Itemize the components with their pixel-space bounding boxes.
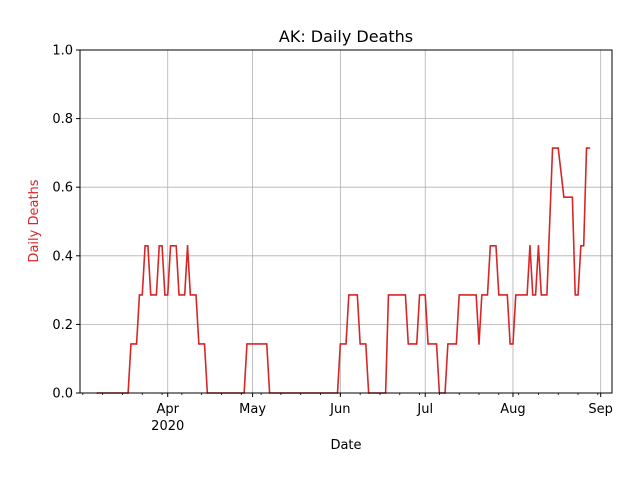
data-point <box>498 294 500 296</box>
y-tick-label: 0.4 <box>52 249 73 264</box>
y-axis-ticks: 0.0 0.2 0.4 0.6 0.8 1.0 <box>52 44 80 402</box>
x-axis-label: Date <box>330 438 361 453</box>
data-point <box>582 245 585 247</box>
y-tick-label: 0.8 <box>52 112 73 127</box>
chart-title: AK: Daily Deaths <box>279 27 413 46</box>
x-tick-label: Aug <box>500 402 525 417</box>
data-point <box>186 245 189 247</box>
data-point <box>534 294 537 296</box>
data-point <box>404 294 407 296</box>
data-point <box>135 343 138 345</box>
data-point <box>537 245 540 247</box>
data-point <box>203 343 206 345</box>
data-point <box>571 196 574 198</box>
data-point <box>489 245 492 247</box>
data-point <box>563 196 565 198</box>
data-point <box>164 294 166 296</box>
data-point <box>169 245 172 247</box>
data-point <box>359 343 361 345</box>
data-point <box>161 245 163 247</box>
data-point <box>546 294 548 296</box>
data-point <box>506 294 509 296</box>
data-point <box>531 294 534 296</box>
y-tick-label: 0.2 <box>52 318 73 333</box>
data-point <box>345 343 347 345</box>
data-point <box>166 294 169 296</box>
data-point <box>495 245 497 247</box>
data-point <box>130 343 132 345</box>
data-point <box>138 294 141 296</box>
y-tick-label: 0.0 <box>52 387 73 402</box>
data-point <box>427 343 429 345</box>
x-tick-label: May <box>239 402 266 417</box>
data-point <box>418 294 421 296</box>
data-point <box>407 343 410 345</box>
x-tick-label: Apr <box>156 402 179 417</box>
x-tick-label: Jun <box>329 402 350 417</box>
data-point <box>509 343 511 345</box>
data-point <box>158 245 161 247</box>
data-point <box>147 245 149 247</box>
y-tick-label: 1.0 <box>52 44 73 59</box>
data-point <box>198 343 200 345</box>
data-point <box>529 245 531 247</box>
data-point <box>585 147 588 149</box>
data-point <box>435 343 438 345</box>
data-point <box>365 343 367 345</box>
data-point <box>149 294 152 296</box>
data-point <box>551 147 554 149</box>
y-axis-label: Daily Deaths <box>27 179 42 262</box>
data-point <box>458 294 460 296</box>
data-point <box>526 294 528 296</box>
data-point <box>144 245 146 247</box>
data-point <box>189 294 192 296</box>
data-point <box>475 294 477 296</box>
y-tick-label: 0.6 <box>52 181 73 196</box>
data-point <box>557 147 560 149</box>
x-axis-ticks: Apr 2020 May Jun Jul Aug Sep <box>82 393 613 434</box>
data-point <box>246 343 248 345</box>
data-point <box>486 294 489 296</box>
data-point <box>415 343 418 345</box>
data-point <box>577 294 579 296</box>
data-point <box>356 294 359 296</box>
x-tick-label: Sep <box>588 402 613 417</box>
data-point <box>141 294 144 296</box>
data-point <box>540 294 543 296</box>
plot-frame <box>79 49 613 394</box>
x-tick-label: Jul <box>416 402 433 417</box>
data-point <box>478 343 480 345</box>
data-point <box>348 294 350 296</box>
data-point <box>387 294 390 296</box>
data-point <box>175 245 178 247</box>
data-point <box>339 343 342 345</box>
data-point <box>514 294 517 296</box>
data-point <box>588 147 591 149</box>
data-point <box>455 343 458 345</box>
data-point <box>265 343 268 345</box>
data-point <box>195 294 197 296</box>
data-point <box>512 343 514 345</box>
data-point <box>424 294 427 296</box>
x-tick-year-label: 2020 <box>151 419 184 434</box>
data-point <box>481 294 483 296</box>
data-point <box>447 343 449 345</box>
data-point <box>183 294 186 296</box>
data-point <box>580 245 582 247</box>
data-point <box>155 294 158 296</box>
data-point <box>178 294 180 296</box>
data-point <box>574 294 577 296</box>
